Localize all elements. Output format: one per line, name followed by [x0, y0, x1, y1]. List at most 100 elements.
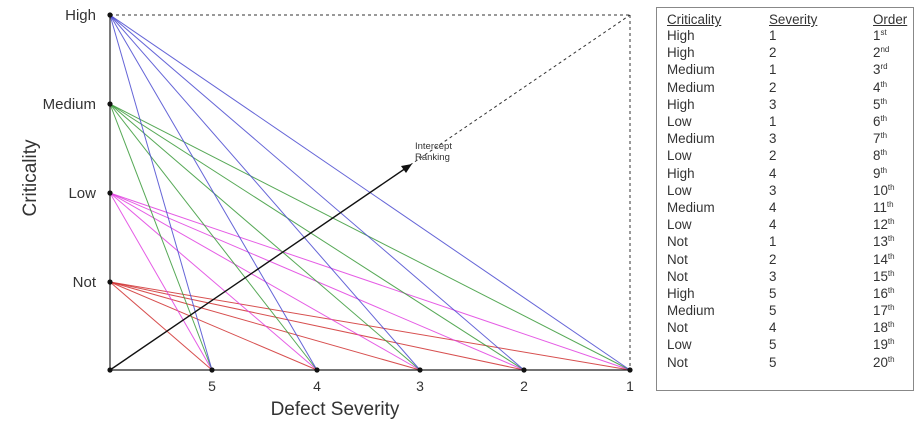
cell-order: 7th — [873, 130, 913, 147]
cell-criticality: High — [667, 45, 695, 61]
table-row: Medium 2 4th — [667, 79, 913, 96]
cell-order: 16th — [873, 285, 913, 302]
order-number: 11 — [873, 199, 887, 215]
node-severity-4 — [314, 367, 320, 373]
cell-order: 14th — [873, 250, 913, 267]
table-row: Low 4 12th — [667, 216, 913, 233]
ranking-diagram: Intercept Ranking Not Low Medium High 5 4 3 2 1… — [20, 7, 634, 420]
cell-severity: 3 — [769, 268, 777, 284]
cell-order: 2nd — [873, 44, 913, 61]
connector-high-2 — [109, 14, 525, 371]
header-order: Order — [873, 12, 908, 27]
order-suffix: th — [887, 337, 895, 347]
order-number: 10 — [873, 182, 888, 198]
y-axis-labels: Not Low Medium High — [43, 7, 97, 291]
table-row: Medium 1 3rd — [667, 61, 913, 78]
cell-severity: 2 — [769, 45, 777, 61]
cell-order: 4th — [873, 79, 913, 96]
nodes — [107, 12, 633, 373]
arrow-head-icon — [401, 164, 412, 173]
cell-order: 6th — [873, 113, 913, 130]
cell-severity: 1 — [769, 62, 777, 78]
order-number: 4 — [873, 79, 881, 95]
table-row: High 4 9th — [667, 165, 913, 182]
cell-severity: 5 — [769, 354, 777, 370]
order-number: 16 — [873, 285, 888, 301]
cell-order: 12th — [873, 216, 913, 233]
cell-criticality: Low — [667, 337, 692, 353]
order-number: 12 — [873, 217, 888, 233]
order-suffix: th — [887, 303, 895, 313]
order-suffix: th — [887, 251, 895, 261]
order-suffix: th — [887, 182, 895, 192]
connector-not-2 — [109, 281, 525, 371]
cell-order: 19th — [873, 336, 913, 353]
table-row: Not 2 14th — [667, 250, 913, 267]
ranking-table-box: Criticality Severity Order High 1 1st High 2… — [656, 7, 914, 391]
cell-order: 8th — [873, 147, 913, 164]
table-row: Low 3 10th — [667, 182, 913, 199]
cell-criticality: Low — [667, 148, 692, 164]
x-label-3: 3 — [416, 378, 424, 394]
cell-severity: 4 — [769, 165, 777, 181]
cell-criticality: Not — [667, 234, 688, 250]
node-origin — [107, 367, 113, 373]
cell-criticality: Low — [667, 217, 692, 233]
cell-severity: 2 — [769, 79, 777, 95]
order-suffix: th — [887, 217, 895, 227]
x-label-1: 1 — [626, 378, 634, 394]
order-number: 3 — [873, 62, 881, 78]
cell-severity: 1 — [769, 28, 777, 44]
connector-medium-3 — [109, 103, 421, 371]
node-not — [107, 279, 113, 285]
cell-criticality: Not — [667, 268, 688, 284]
x-label-4: 4 — [313, 378, 321, 394]
cell-severity: 5 — [769, 303, 777, 319]
order-number: 18 — [873, 320, 888, 336]
ranking-table: Criticality Severity Order High 1 1st High 2… — [667, 12, 913, 371]
node-medium — [107, 101, 113, 107]
connector-lines — [109, 14, 631, 371]
table-row: Medium 4 11th — [667, 199, 913, 216]
diagonal-dashed-guide — [409, 14, 631, 166]
x-label-5: 5 — [208, 378, 216, 394]
cell-criticality: Not — [667, 354, 688, 370]
connector-medium-1 — [109, 103, 631, 371]
connector-high-5 — [109, 14, 213, 371]
cell-criticality: Not — [667, 251, 688, 267]
cell-order: 5th — [873, 96, 913, 113]
order-number: 17 — [873, 303, 888, 319]
connector-low-5 — [109, 192, 213, 371]
cell-criticality: Medium — [667, 199, 715, 215]
y-label-high: High — [65, 7, 96, 24]
order-number: 19 — [873, 337, 888, 353]
connector-not-1 — [109, 281, 631, 371]
cell-order: 13th — [873, 233, 913, 250]
cell-order: 11th — [873, 199, 913, 216]
intercept-ranking-arrow — [109, 167, 407, 371]
connector-not-5 — [109, 281, 213, 371]
table-row: Low 1 6th — [667, 113, 913, 130]
table-row: Low 5 19th — [667, 336, 913, 353]
header-severity: Severity — [769, 12, 818, 27]
order-number: 20 — [873, 354, 888, 370]
cell-order: 15th — [873, 268, 913, 285]
order-suffix: th — [880, 165, 888, 175]
cell-criticality: Medium — [667, 62, 715, 78]
cell-severity: 1 — [769, 114, 777, 130]
order-suffix: th — [887, 354, 895, 364]
x-axis-labels: 5 4 3 2 1 — [208, 378, 634, 394]
order-number: 14 — [873, 251, 888, 267]
order-suffix: th — [880, 114, 888, 124]
node-severity-2 — [521, 367, 527, 373]
cell-criticality: High — [667, 165, 695, 181]
connector-low-4 — [109, 192, 318, 371]
order-number: 5 — [873, 96, 881, 112]
node-severity-3 — [417, 367, 423, 373]
order-number: 7 — [873, 131, 881, 147]
x-axis-title: Defect Severity — [271, 399, 400, 420]
node-high — [107, 12, 113, 18]
table-row: Medium 3 7th — [667, 130, 913, 147]
order-suffix: th — [886, 199, 894, 209]
table-row: Medium 5 17th — [667, 302, 913, 319]
